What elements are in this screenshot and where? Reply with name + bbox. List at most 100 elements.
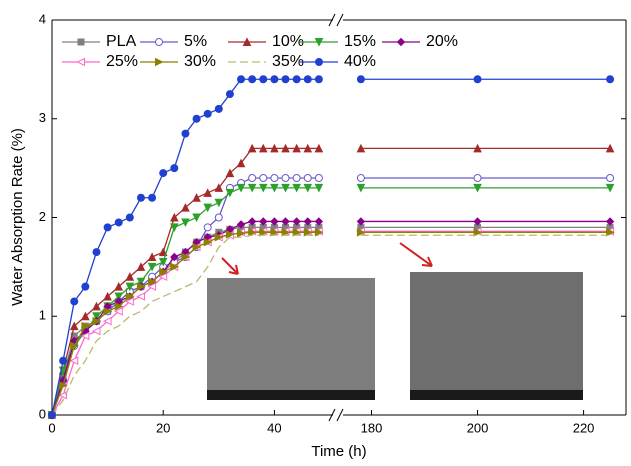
- sem-inset: [410, 272, 583, 400]
- data-marker: [192, 242, 202, 252]
- data-marker: [225, 168, 235, 178]
- data-marker: [314, 75, 323, 84]
- data-marker: [125, 292, 135, 301]
- data-marker: [147, 282, 157, 291]
- data-marker: [606, 228, 615, 237]
- legend-marker: [396, 37, 406, 47]
- data-marker: [125, 297, 134, 306]
- data-marker: [281, 143, 290, 153]
- data-marker: [214, 198, 224, 208]
- data-marker: [314, 217, 324, 226]
- legend-label: 10%: [272, 33, 304, 50]
- series: [47, 143, 615, 419]
- data-marker: [170, 262, 179, 272]
- data-marker: [605, 217, 615, 226]
- data-marker: [237, 75, 246, 84]
- data-marker: [91, 326, 101, 336]
- data-marker: [259, 174, 268, 182]
- data-marker: [170, 223, 179, 232]
- data-marker: [281, 75, 290, 84]
- data-marker: [114, 282, 124, 291]
- legend-marker: [242, 37, 252, 46]
- data-marker: [170, 252, 179, 262]
- data-marker: [270, 75, 279, 84]
- arrow: [221, 242, 433, 275]
- data-marker: [303, 75, 312, 84]
- legend-label: 15%: [344, 33, 376, 50]
- y-tick-label: 0: [39, 406, 46, 421]
- sem-inset-bar: [207, 390, 375, 400]
- data-marker: [473, 217, 482, 226]
- data-marker: [303, 143, 313, 153]
- data-marker: [203, 237, 213, 247]
- data-marker: [356, 143, 366, 153]
- x-tick-label: 40: [267, 420, 281, 435]
- legend-marker: [155, 57, 164, 67]
- data-marker: [270, 183, 279, 193]
- data-marker: [181, 129, 190, 138]
- data-marker: [247, 183, 257, 193]
- data-marker: [170, 164, 179, 173]
- x-axis-title: Time (h): [311, 443, 366, 460]
- data-marker: [606, 174, 615, 182]
- data-marker: [281, 174, 290, 182]
- series-line: [51, 234, 319, 416]
- data-marker: [114, 302, 124, 311]
- data-marker: [281, 183, 290, 193]
- data-marker: [203, 109, 212, 118]
- data-marker: [248, 174, 257, 182]
- data-marker: [125, 282, 135, 292]
- data-marker: [259, 75, 268, 84]
- x-tick-label: 200: [467, 420, 489, 435]
- data-marker: [605, 143, 615, 153]
- data-marker: [303, 183, 313, 193]
- data-marker: [247, 217, 257, 226]
- data-marker: [292, 75, 301, 84]
- data-marker: [270, 228, 280, 237]
- data-marker: [158, 272, 168, 282]
- data-marker: [125, 272, 135, 281]
- x-tick-label: 220: [573, 420, 595, 435]
- plot-frame: [51, 13, 627, 422]
- legend-label: 40%: [344, 53, 376, 70]
- y-tick-label: 1: [39, 308, 46, 323]
- data-marker: [356, 75, 365, 84]
- data-marker: [92, 316, 102, 326]
- data-marker: [473, 183, 482, 193]
- data-marker: [248, 75, 257, 84]
- data-marker: [270, 143, 279, 153]
- data-marker: [81, 321, 90, 331]
- data-marker: [259, 217, 268, 226]
- x-tick-label: 0: [48, 420, 55, 435]
- data-marker: [258, 183, 268, 193]
- data-marker: [214, 104, 223, 113]
- data-marker: [292, 228, 302, 237]
- data-marker: [69, 321, 79, 331]
- data-marker: [81, 282, 90, 291]
- data-marker: [136, 193, 145, 202]
- data-marker: [159, 169, 168, 178]
- data-marker: [605, 183, 615, 193]
- data-marker: [70, 297, 79, 306]
- sem-inset-bar: [410, 390, 583, 400]
- data-marker: [203, 188, 212, 197]
- data-marker: [236, 158, 246, 168]
- legend-marker: [76, 57, 85, 67]
- legend-label: 30%: [184, 53, 216, 70]
- data-marker: [247, 143, 257, 153]
- data-marker: [103, 291, 112, 301]
- data-marker: [136, 282, 146, 291]
- data-marker: [356, 228, 366, 237]
- data-marker: [225, 188, 235, 198]
- data-marker: [103, 307, 113, 316]
- data-marker: [136, 292, 145, 301]
- data-marker: [473, 143, 482, 153]
- data-marker: [214, 232, 224, 242]
- data-marker: [102, 316, 112, 326]
- data-marker: [214, 183, 224, 192]
- y-tick-label: 2: [39, 209, 46, 224]
- legend-marker: [155, 38, 163, 46]
- data-marker: [181, 252, 191, 262]
